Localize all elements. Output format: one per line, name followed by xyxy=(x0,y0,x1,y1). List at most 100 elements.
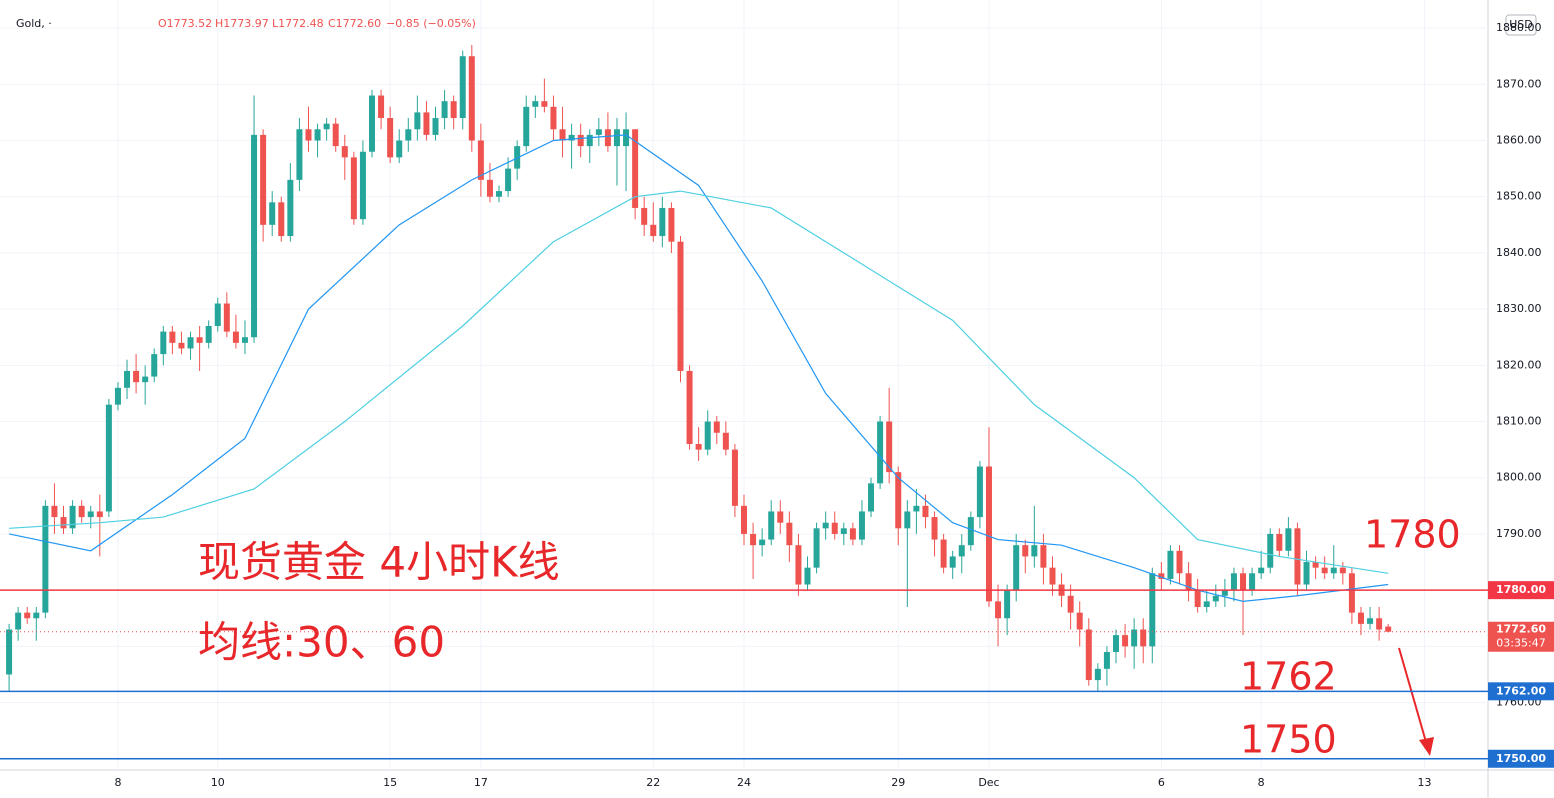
candle-body xyxy=(359,151,366,220)
candle-body xyxy=(187,337,194,349)
candle-body xyxy=(940,539,947,568)
candle-body xyxy=(459,56,466,119)
candle-body xyxy=(650,224,657,237)
candle-body xyxy=(296,129,303,180)
candle-body xyxy=(341,146,348,158)
candle-body xyxy=(795,545,802,585)
candle-body xyxy=(1249,573,1256,591)
candle-body xyxy=(42,505,49,613)
candle-body xyxy=(496,191,503,197)
candle-body xyxy=(160,331,167,355)
candle-body xyxy=(1176,550,1183,574)
candle-body xyxy=(241,337,248,343)
candle-body xyxy=(486,179,493,197)
candle-body xyxy=(750,533,757,546)
candle-body xyxy=(441,101,448,119)
candle-body xyxy=(414,112,421,130)
candle-body xyxy=(33,612,40,619)
candle-body xyxy=(1167,550,1174,579)
ohlc-close: C1772.60 xyxy=(328,17,381,30)
candle-body xyxy=(1040,545,1047,568)
candle-body xyxy=(6,629,13,675)
candle-body xyxy=(214,303,221,326)
candle-body xyxy=(1321,567,1328,574)
candle-body xyxy=(332,123,339,147)
candle-body xyxy=(777,511,784,523)
candle-body xyxy=(967,517,974,546)
candle-body xyxy=(523,106,530,147)
candle-body xyxy=(378,95,385,119)
countdown: 03:35:47 xyxy=(1496,637,1545,650)
candle-body xyxy=(223,303,230,332)
candle-body xyxy=(604,129,611,147)
ohlc-change: −0.85 (−0.05%) xyxy=(386,17,476,30)
candle-body xyxy=(695,444,702,450)
y-tick-label: 1810.00 xyxy=(1496,415,1542,428)
x-tick-label: 6 xyxy=(1158,776,1165,789)
candle-body xyxy=(114,387,121,405)
candle-body xyxy=(1031,545,1038,557)
candle-body xyxy=(904,511,911,529)
candle-body xyxy=(1158,573,1165,579)
candle-body xyxy=(858,511,865,540)
candle-body xyxy=(595,129,602,135)
candle-body xyxy=(731,449,738,506)
candle-body xyxy=(840,528,847,534)
candle-body xyxy=(632,129,639,208)
candle-body xyxy=(577,134,584,147)
legend-header: Gold, · O1773.52 H1773.97 L1772.48 C1772… xyxy=(16,17,476,30)
level-label: 1762.00 xyxy=(1496,684,1546,697)
candle-body xyxy=(1230,573,1237,591)
candle-body xyxy=(985,466,992,602)
candle-body xyxy=(314,129,321,141)
candle-body xyxy=(704,421,711,450)
candle-body xyxy=(178,342,185,349)
candle-body xyxy=(477,140,484,180)
candle-body xyxy=(1276,533,1283,551)
candle-body xyxy=(877,421,884,484)
y-tick-label: 1840.00 xyxy=(1496,246,1542,259)
y-tick-label: 1880.00 xyxy=(1496,21,1542,34)
candle-body xyxy=(305,129,312,141)
candle-body xyxy=(1367,618,1374,624)
annotations: 现货黄金 4小时K线 均线:30、60 1780 1762 1750 xyxy=(198,513,1461,762)
candle-body xyxy=(913,505,920,512)
candle-body xyxy=(677,241,684,371)
candle-body xyxy=(804,567,811,585)
candle-body xyxy=(1339,567,1346,574)
currency-box[interactable] xyxy=(1505,14,1537,36)
candle-body xyxy=(1013,545,1020,591)
ohlc-low: L1772.48 xyxy=(272,17,324,30)
x-tick-label: 22 xyxy=(646,776,660,789)
candle-body xyxy=(958,545,965,557)
currency[interactable]: USD xyxy=(1509,18,1533,31)
y-tick-label: 1830.00 xyxy=(1496,302,1542,315)
annotation-level: 1780 xyxy=(1364,513,1461,557)
candle-body xyxy=(60,517,67,529)
candle-body xyxy=(1131,629,1138,647)
arrow-head xyxy=(1419,737,1434,756)
candle-body xyxy=(1348,573,1355,613)
candle-body xyxy=(886,421,893,473)
candle-body xyxy=(287,179,294,237)
candle-body xyxy=(1067,595,1074,613)
candle-body xyxy=(586,134,593,147)
candle-body xyxy=(1330,567,1337,574)
candle-body xyxy=(541,101,548,107)
candle-body xyxy=(468,56,475,141)
candle-body xyxy=(232,331,239,343)
candle-body xyxy=(949,556,956,568)
candle-body xyxy=(1285,528,1292,551)
candle-body xyxy=(1085,629,1092,681)
candle-body xyxy=(251,134,258,338)
candle-body xyxy=(278,202,285,237)
candle-body xyxy=(51,505,58,518)
annotation-level: 1750 xyxy=(1240,718,1337,762)
candle-body xyxy=(1149,573,1156,647)
y-tick-label: 1800.00 xyxy=(1496,471,1542,484)
candle-body xyxy=(423,112,430,135)
candle-body xyxy=(323,123,330,130)
arrow xyxy=(1398,647,1434,756)
candle-body xyxy=(169,331,176,343)
candle-body xyxy=(1294,528,1301,585)
